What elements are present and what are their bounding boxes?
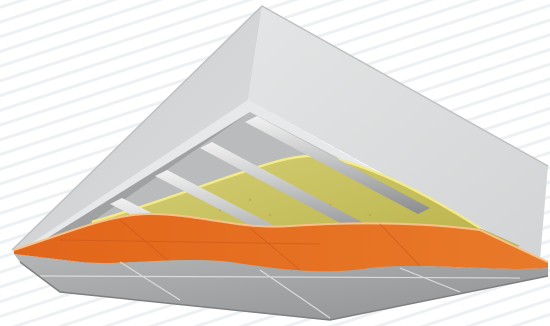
ceiling-slab-left-face (12, 6, 262, 258)
metal-channel (245, 116, 430, 214)
insulation-wool-edge (91, 154, 481, 230)
ceiling-slab-right-face (248, 6, 548, 260)
ceiling-slab-edge (11, 5, 549, 251)
orange-membrane-highlight (13, 212, 549, 263)
orange-membrane (14, 214, 548, 272)
plasterboard-joints (39, 261, 521, 319)
metal-channel (200, 142, 388, 242)
membrane-seams (59, 219, 421, 271)
plasterboard (14, 254, 548, 320)
plasterboard-edge (19, 261, 549, 321)
